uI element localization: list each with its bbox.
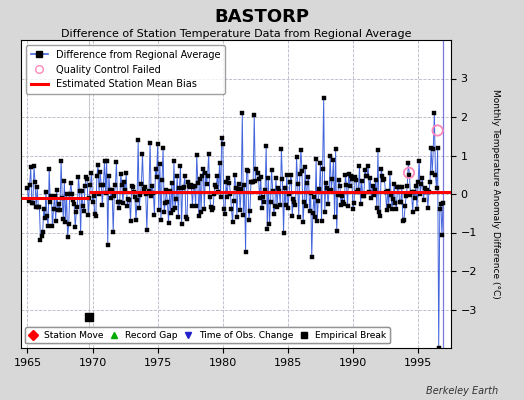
Difference from Regional Average xyxy=(439,232,445,237)
Text: BASTORP: BASTORP xyxy=(214,8,310,26)
Difference from Regional Average xyxy=(384,208,390,212)
Estimated Station Mean Bias xyxy=(85,196,92,200)
Difference from Regional Average xyxy=(435,346,442,350)
Text: Berkeley Earth: Berkeley Earth xyxy=(425,386,498,396)
Difference from Regional Average xyxy=(321,95,327,100)
Title: Difference of Station Temperature Data from Regional Average: Difference of Station Temperature Data f… xyxy=(61,29,411,39)
Y-axis label: Monthly Temperature Anomaly Difference (°C): Monthly Temperature Anomaly Difference (… xyxy=(491,89,500,299)
Difference from Regional Average xyxy=(440,200,446,205)
Point xyxy=(84,314,93,320)
Estimated Station Mean Bias xyxy=(18,196,24,200)
Difference from Regional Average xyxy=(38,234,45,238)
Difference from Regional Average xyxy=(51,193,58,198)
Line: Difference from Regional Average: Difference from Regional Average xyxy=(26,96,444,350)
Quality Control Failed xyxy=(433,127,442,134)
Difference from Regional Average xyxy=(24,186,30,190)
Difference from Regional Average xyxy=(238,186,244,191)
Legend: Station Move, Record Gap, Time of Obs. Change, Empirical Break: Station Move, Record Gap, Time of Obs. C… xyxy=(26,327,390,344)
Quality Control Failed xyxy=(405,170,413,176)
Difference from Regional Average xyxy=(322,209,328,214)
